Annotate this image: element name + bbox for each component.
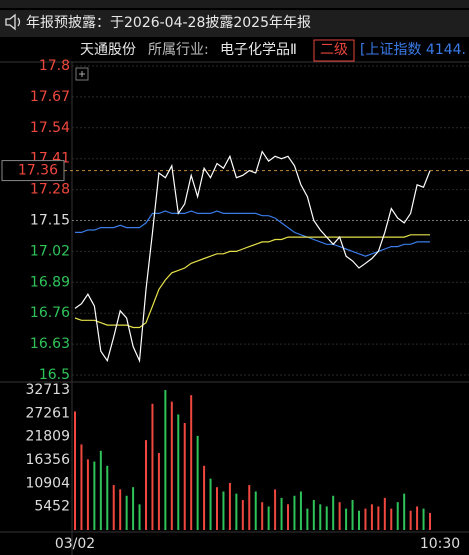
volume-bar bbox=[222, 491, 225, 530]
y-tick-label: 16.5 bbox=[39, 367, 70, 383]
volume-bar bbox=[338, 502, 341, 530]
volume-bar bbox=[332, 495, 335, 530]
volume-bar bbox=[93, 461, 96, 530]
current-price-label: 17.36 bbox=[18, 163, 58, 179]
expand-box[interactable] bbox=[75, 67, 89, 81]
plus-icon bbox=[79, 71, 85, 77]
y-tick-label: 27261 bbox=[25, 405, 70, 421]
volume-bar bbox=[151, 403, 154, 530]
y-tick-label: 5452 bbox=[34, 499, 70, 515]
volume-bar bbox=[403, 493, 406, 530]
volume-bar bbox=[416, 506, 419, 530]
volume-bar bbox=[138, 504, 141, 530]
price-line bbox=[75, 210, 430, 257]
volume-bar bbox=[351, 500, 354, 530]
volume-bar bbox=[241, 500, 244, 530]
volume-bar bbox=[287, 504, 289, 530]
y-tick-label: 17.54 bbox=[30, 120, 70, 136]
y-tick-label: 17.28 bbox=[30, 182, 70, 198]
volume-bar bbox=[429, 512, 431, 530]
stock-name: 天通股份 bbox=[80, 42, 136, 58]
volume-bar bbox=[145, 440, 147, 530]
price-line bbox=[74, 234, 430, 329]
volume-bar bbox=[364, 508, 367, 530]
volume-bar bbox=[254, 491, 257, 530]
y-tick-label: 16.89 bbox=[30, 274, 70, 290]
index[interactable]: [上证指数 4144. bbox=[360, 42, 466, 58]
volume-bar bbox=[306, 508, 309, 530]
x-tick-label: 03/02 bbox=[55, 536, 95, 552]
volume-bar bbox=[99, 450, 102, 530]
volume-bar bbox=[390, 508, 393, 530]
volume-bar bbox=[228, 482, 231, 530]
level-box[interactable] bbox=[313, 39, 355, 62]
price-line bbox=[74, 150, 431, 364]
volume-bar bbox=[216, 487, 218, 530]
current-price-box bbox=[1, 160, 65, 182]
volume-bar bbox=[358, 510, 360, 530]
volume-bar bbox=[132, 487, 135, 530]
volume-bar bbox=[396, 502, 399, 530]
volume-bar bbox=[325, 506, 328, 530]
volume-bar bbox=[274, 489, 277, 530]
volume-bar bbox=[299, 491, 302, 530]
volume-bar bbox=[312, 500, 315, 530]
volume-bar bbox=[422, 508, 425, 530]
y-tick-label: 17.8 bbox=[39, 58, 70, 74]
volume-bar bbox=[280, 497, 283, 530]
volume-bar bbox=[80, 444, 83, 530]
volume-bar bbox=[370, 504, 373, 530]
volume-bar bbox=[170, 401, 173, 530]
industry-label: 所属行业: bbox=[148, 42, 209, 58]
volume-bar bbox=[86, 459, 89, 530]
volume-bar bbox=[383, 497, 386, 530]
volume-bar bbox=[293, 495, 296, 530]
tab-strip bbox=[0, 0, 469, 8]
y-tick-label: 17.15 bbox=[30, 213, 70, 229]
volume-bar bbox=[196, 435, 199, 530]
x-tick-label: 10:30 bbox=[420, 536, 460, 552]
volume-bar bbox=[409, 510, 412, 530]
volume-bar bbox=[235, 493, 238, 530]
volume-bar bbox=[209, 478, 212, 530]
speaker-icon bbox=[5, 13, 21, 31]
y-tick-label: 32713 bbox=[25, 382, 70, 398]
volume-bar bbox=[177, 414, 180, 530]
notice-bar[interactable] bbox=[0, 10, 469, 37]
y-tick-label: 10904 bbox=[25, 475, 70, 491]
y-tick-label: 21809 bbox=[25, 429, 70, 445]
y-tick-label: 16.63 bbox=[30, 336, 70, 352]
volume-bar bbox=[74, 411, 76, 530]
notice-text: 年报预披露：于2026-04-28披露2025年年报 bbox=[26, 15, 311, 31]
volume-bar bbox=[345, 508, 348, 530]
volume-bar bbox=[119, 489, 122, 530]
y-tick-label: 16.76 bbox=[30, 305, 70, 321]
volume-bar bbox=[112, 485, 115, 530]
volume-bar bbox=[106, 465, 109, 530]
volume-bar bbox=[248, 485, 251, 530]
y-tick-label: 16356 bbox=[25, 452, 70, 468]
volume-bar bbox=[377, 506, 380, 530]
volume-bar bbox=[125, 495, 128, 530]
volume-bar bbox=[190, 395, 193, 530]
volume-bar bbox=[319, 504, 322, 530]
volume-bar bbox=[203, 465, 206, 530]
volume-bar bbox=[183, 423, 186, 530]
y-tick-label: 17.02 bbox=[30, 243, 70, 259]
y-tick-label: 17.67 bbox=[30, 89, 70, 105]
volume-bar bbox=[164, 390, 167, 530]
volume-bar bbox=[267, 506, 270, 530]
industry: 电子化学品Ⅱ bbox=[220, 42, 297, 58]
level[interactable]: 二级 bbox=[320, 42, 348, 58]
volume-bar bbox=[157, 452, 160, 530]
volume-bar bbox=[261, 502, 264, 530]
